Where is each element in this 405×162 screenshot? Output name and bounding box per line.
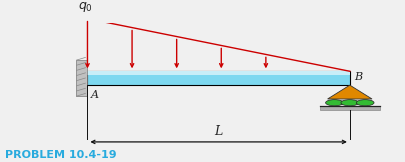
Circle shape — [356, 100, 374, 106]
Text: L: L — [215, 125, 223, 138]
Text: A: A — [91, 90, 99, 100]
Text: $q_0$: $q_0$ — [78, 0, 93, 14]
Text: B: B — [355, 72, 363, 82]
Circle shape — [326, 100, 343, 106]
Bar — [87, 71, 350, 85]
Bar — [87, 71, 350, 75]
Bar — [76, 60, 87, 96]
Bar — [320, 106, 380, 110]
Polygon shape — [328, 85, 372, 99]
Text: PROBLEM 10.4-19: PROBLEM 10.4-19 — [5, 150, 116, 160]
Circle shape — [341, 100, 359, 106]
